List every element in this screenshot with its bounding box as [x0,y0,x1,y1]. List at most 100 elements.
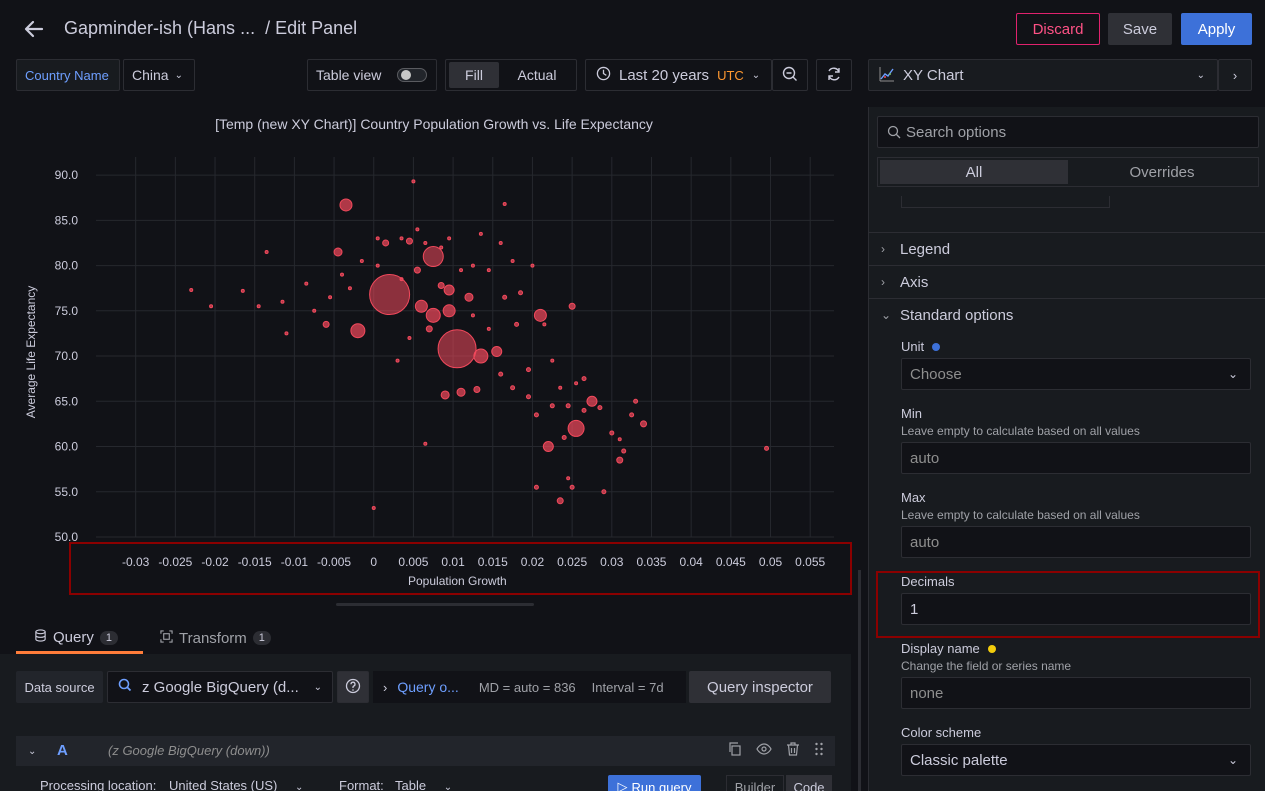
data-point[interactable] [256,304,261,309]
actual-button[interactable]: Actual [517,67,557,83]
refresh-button[interactable] [816,59,852,91]
data-point[interactable] [510,385,516,391]
data-point[interactable] [621,448,627,454]
data-point[interactable] [312,308,317,313]
data-point[interactable] [565,403,571,409]
data-point[interactable] [189,288,194,292]
data-point[interactable] [502,294,508,300]
dashboard-title[interactable]: Gapminder-ish (Hans ... [64,18,256,38]
data-point[interactable] [597,405,603,411]
data-point[interactable] [542,322,547,327]
builder-mode-button[interactable]: Builder [726,775,784,791]
legend-section[interactable]: › Legend [868,232,1265,265]
query-ref-id[interactable]: A [57,742,68,759]
tab-all[interactable]: All [880,160,1068,184]
data-point[interactable] [566,476,571,481]
data-point[interactable] [340,272,344,277]
back-arrow-icon[interactable] [22,17,46,41]
eye-icon[interactable] [756,742,772,759]
format-select[interactable]: Table ⌄ [395,778,452,791]
data-point[interactable] [442,304,456,318]
data-point[interactable] [567,419,585,437]
standard-options-section[interactable]: ⌄ Standard options [868,298,1265,331]
data-point[interactable] [533,308,547,322]
data-point[interactable] [586,395,598,407]
data-point[interactable] [350,323,366,339]
help-button[interactable] [337,671,369,703]
min-input[interactable]: auto [901,442,1251,474]
run-query-button[interactable]: ▷ Run query [608,775,701,791]
data-point[interactable] [413,266,421,274]
data-point[interactable] [549,403,555,409]
data-point[interactable] [447,236,452,241]
data-point[interactable] [209,304,214,309]
data-point[interactable] [240,288,245,293]
save-button[interactable]: Save [1108,13,1172,45]
variable-select[interactable]: China ⌄ [123,59,195,91]
data-point[interactable] [284,331,289,336]
data-point[interactable] [556,497,564,505]
query-inspector-button[interactable]: Query inspector [689,671,831,703]
data-point[interactable] [425,325,433,333]
data-point[interactable] [407,335,412,340]
duplicate-icon[interactable] [728,742,742,759]
data-point[interactable] [264,250,269,254]
data-point[interactable] [382,239,390,247]
data-point[interactable] [616,456,624,464]
data-point[interactable] [510,259,515,264]
data-point[interactable] [569,484,575,490]
data-point[interactable] [371,506,376,511]
query-row-header[interactable]: ⌄ [16,736,835,766]
data-point[interactable] [322,320,330,328]
data-point[interactable] [478,231,483,236]
data-point[interactable] [530,263,535,268]
data-point[interactable] [375,263,380,268]
data-point[interactable] [764,445,770,451]
data-point[interactable] [440,390,450,400]
data-point[interactable] [339,198,353,212]
data-point[interactable] [425,307,441,323]
data-point[interactable] [581,407,587,413]
data-point[interactable] [359,259,364,264]
data-point[interactable] [550,358,555,363]
zoom-out-button[interactable] [772,59,808,91]
xy-chart[interactable]: 50.0 55.0 60.0 65.0 70.0 75.0 80.0 85.0 90.0 -0.… [0,140,860,580]
data-point[interactable] [542,441,554,453]
chevron-down-icon[interactable]: ⌄ [28,745,37,757]
data-point[interactable] [525,394,531,400]
data-point[interactable] [422,246,444,268]
data-point[interactable] [328,295,333,300]
data-point[interactable] [581,376,587,382]
processing-location-select[interactable]: United States (US) ⌄ [169,778,303,791]
data-point[interactable] [514,321,520,327]
data-point[interactable] [574,381,579,386]
data-point[interactable] [375,236,380,241]
data-point[interactable] [347,286,352,291]
pane-resize-handle[interactable] [336,603,534,606]
data-point[interactable] [280,299,285,304]
query-scrollbar[interactable] [858,570,861,791]
data-point[interactable] [609,430,615,436]
data-point[interactable] [423,240,428,245]
data-point[interactable] [415,227,420,232]
data-point[interactable] [502,202,507,207]
data-point[interactable] [633,398,639,404]
data-point[interactable] [601,489,607,495]
data-source-select[interactable]: z Google BigQuery (d... ⌄ [107,671,333,703]
code-mode-button[interactable]: Code [786,775,832,791]
data-point[interactable] [439,245,444,250]
data-point[interactable] [443,284,455,296]
data-point[interactable] [423,441,428,446]
data-point[interactable] [411,179,416,184]
data-point[interactable] [491,346,503,358]
data-point[interactable] [304,281,309,286]
data-point[interactable] [405,237,413,245]
data-point[interactable] [486,326,491,331]
data-point[interactable] [473,386,481,394]
query-options[interactable]: › Query o... MD = auto = 836 Interval = … [373,671,686,703]
data-point[interactable] [470,263,475,268]
apply-button[interactable]: Apply [1181,13,1252,45]
trash-icon[interactable] [786,742,800,759]
data-point[interactable] [558,385,563,390]
data-point[interactable] [629,412,635,418]
